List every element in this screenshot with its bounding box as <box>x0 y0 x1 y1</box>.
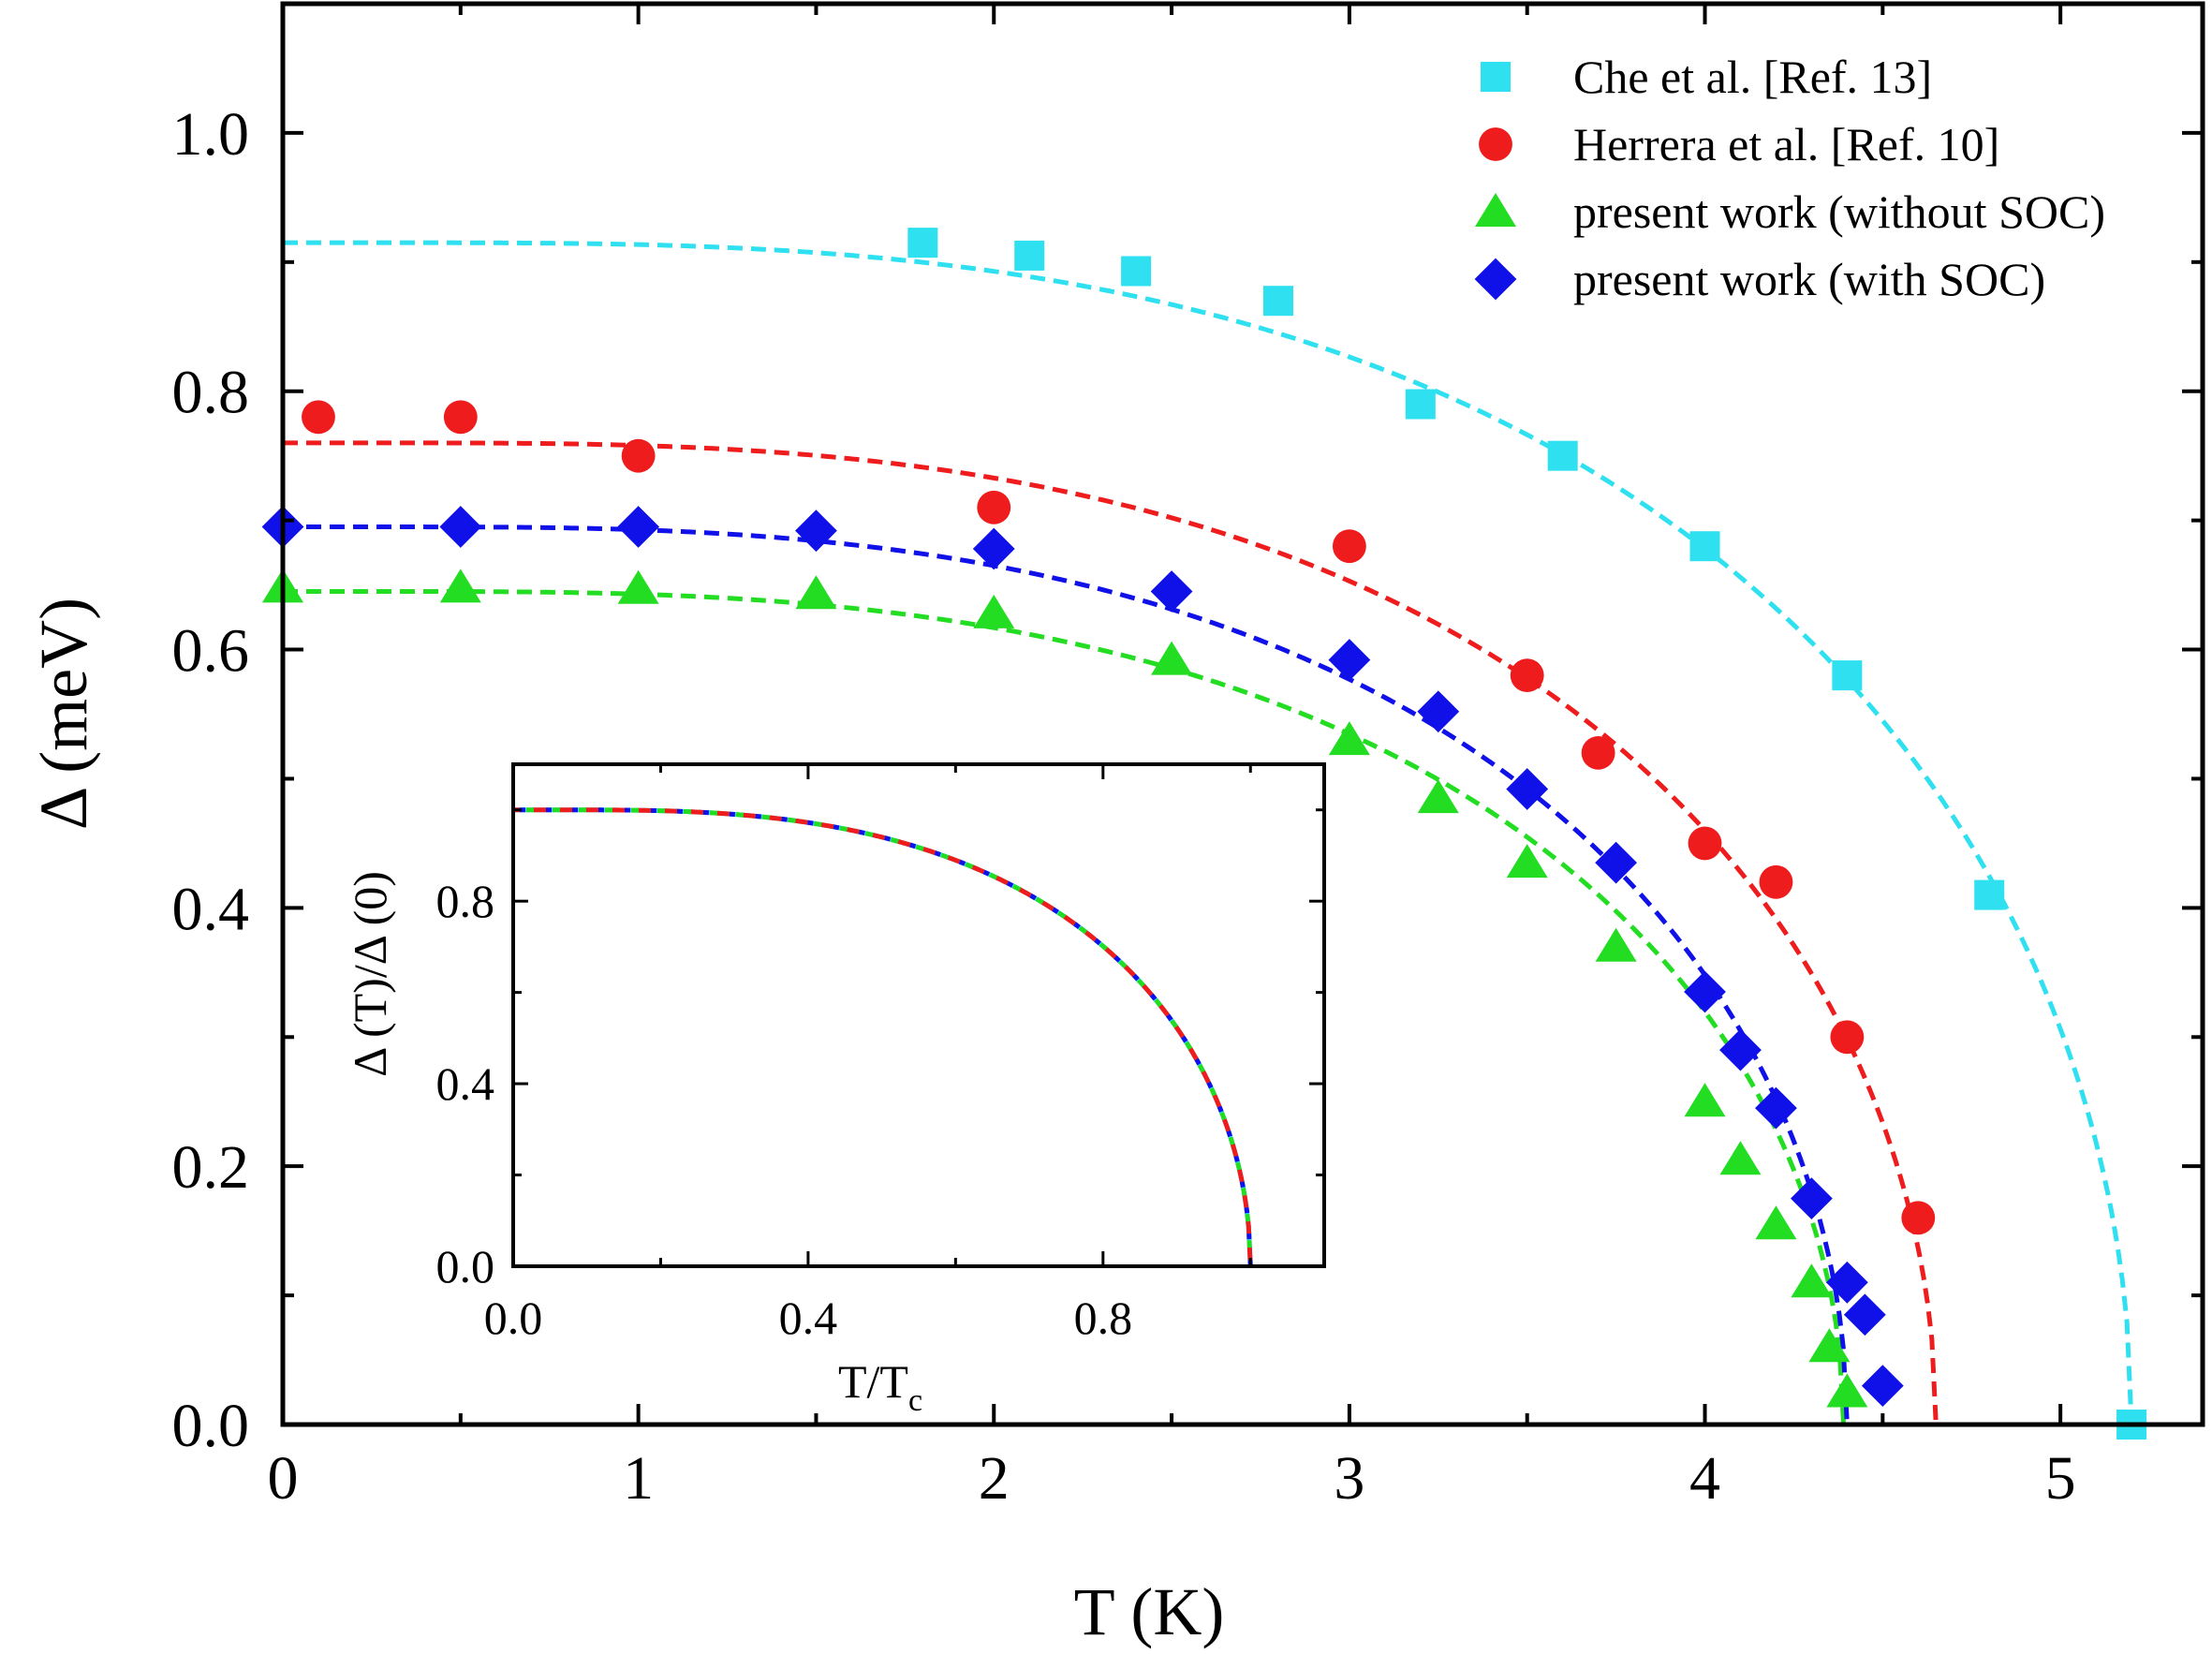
data-point-s3-6 <box>1151 641 1193 675</box>
data-point-s3-12 <box>1719 1141 1762 1175</box>
data-point-s1-4 <box>1262 286 1293 317</box>
inset-curve-2 <box>513 807 1253 1267</box>
data-point-s3-16 <box>1826 1373 1868 1408</box>
x-tick-label: 2 <box>979 1444 1010 1513</box>
data-point-s2-4 <box>977 490 1011 524</box>
legend-label-3: present work (without SOC) <box>1573 185 2105 238</box>
legend-marker-4 <box>1474 258 1517 301</box>
inset-chart: 0.0 0.4 0.8 0.0 0.4 0.8 T/Tc Δ (T)/Δ (0) <box>344 762 1326 1418</box>
data-point-s2-6 <box>1510 658 1544 693</box>
data-point-s1-6 <box>1547 440 1578 471</box>
main-fit-curves <box>283 240 2134 1425</box>
inset-y-tick-label: 0.8 <box>436 875 495 927</box>
main-data-markers <box>261 228 2147 1440</box>
data-point-s4-9 <box>1506 768 1549 810</box>
x-tick-label: 3 <box>1334 1444 1364 1513</box>
y-tick-label: 0.6 <box>172 617 250 686</box>
x-tick-label: 1 <box>623 1444 654 1513</box>
data-point-s4-10 <box>1595 841 1638 884</box>
data-point-s3-13 <box>1755 1205 1797 1240</box>
x-tick-label: 4 <box>1689 1444 1720 1513</box>
inset-x-axis-title: T/Tc <box>838 1355 922 1418</box>
inset-curve-3 <box>513 807 1253 1267</box>
y-tick-label: 0.8 <box>172 359 250 427</box>
data-point-s4-7 <box>1328 639 1371 681</box>
data-point-s4-14 <box>1791 1177 1833 1220</box>
data-point-s1-3 <box>1121 256 1152 287</box>
data-point-s3-2 <box>439 569 481 603</box>
data-point-s3-14 <box>1791 1263 1833 1298</box>
data-point-s4-8 <box>1417 690 1460 733</box>
legend-label-4: present work (with SOC) <box>1573 253 2045 305</box>
data-point-s4-11 <box>1684 970 1726 1013</box>
main-y-axis-title: Δ (meV) <box>26 598 101 830</box>
data-point-s2-9 <box>1759 864 1793 899</box>
inset-x-tick-label: 0.8 <box>1074 1292 1133 1344</box>
data-point-s1-8 <box>1832 660 1863 691</box>
data-point-s3-7 <box>1328 721 1370 756</box>
data-point-s2-1 <box>302 400 335 435</box>
data-point-s2-11 <box>1901 1201 1936 1235</box>
inset-y-tick-label: 0.4 <box>436 1057 495 1110</box>
data-point-s2-3 <box>621 438 656 473</box>
y-tick-label: 0.0 <box>172 1392 250 1460</box>
y-tick-label: 0.2 <box>172 1133 250 1202</box>
data-point-s3-4 <box>795 575 837 610</box>
inset-x-tick-label: 0.0 <box>484 1292 543 1344</box>
data-point-s4-17 <box>1861 1365 1904 1408</box>
main-x-axis-title: T (K) <box>1074 1574 1225 1649</box>
data-point-s3-5 <box>973 594 1015 628</box>
data-point-s4-15 <box>1825 1261 1868 1304</box>
data-point-s3-3 <box>617 569 659 604</box>
legend-marker-3 <box>1475 193 1516 227</box>
fit-curve-3 <box>283 588 1847 1425</box>
data-point-s2-7 <box>1581 735 1615 770</box>
inset-plot-frame <box>511 762 1326 1268</box>
data-point-s4-12 <box>1719 1028 1762 1071</box>
data-point-s2-2 <box>443 400 478 435</box>
y-tick-label: 0.4 <box>172 875 250 943</box>
data-point-s1-9 <box>1974 879 2005 910</box>
fit-curve-2 <box>283 440 1939 1425</box>
data-point-s4-6 <box>1150 570 1193 613</box>
inset-y-tick-label: 0.0 <box>436 1240 495 1292</box>
legend-marker-2 <box>1479 127 1512 161</box>
y-tick-label: 1.0 <box>172 100 250 169</box>
legend: Che et al. [Ref. 13] Herrera et al. [Ref.… <box>1474 51 2105 305</box>
data-point-s3-9 <box>1506 844 1548 879</box>
data-point-s4-16 <box>1843 1293 1886 1336</box>
data-point-s4-4 <box>795 509 837 553</box>
main-plot-frame <box>280 1 2205 1427</box>
fit-curve-1 <box>283 240 2134 1425</box>
data-point-s4-13 <box>1755 1086 1797 1130</box>
data-point-s3-11 <box>1684 1083 1726 1117</box>
data-point-s3-8 <box>1417 779 1459 814</box>
data-point-s3-15 <box>1808 1328 1851 1363</box>
inset-x-axis-subscript: c <box>908 1383 922 1418</box>
data-point-s2-8 <box>1688 826 1722 861</box>
x-tick-label: 0 <box>268 1444 299 1513</box>
data-point-s2-5 <box>1332 529 1366 564</box>
inset-curves <box>513 807 1253 1267</box>
inset-y-axis-title: Δ (T)/Δ (0) <box>344 871 396 1077</box>
data-point-s4-5 <box>972 527 1015 570</box>
data-point-s4-3 <box>617 506 660 548</box>
data-point-s1-2 <box>1014 240 1045 271</box>
inset-axis-ticks: 0.0 0.4 0.8 0.0 0.4 0.8 <box>436 764 1324 1344</box>
legend-label-1: Che et al. [Ref. 13] <box>1573 51 1932 103</box>
fit-curve-4 <box>283 524 1850 1425</box>
data-point-s4-2 <box>439 506 482 548</box>
legend-label-2: Herrera et al. [Ref. 10] <box>1573 118 1999 170</box>
legend-marker-1 <box>1481 62 1511 92</box>
inset-background <box>513 764 1324 1266</box>
inset-x-tick-label: 0.4 <box>779 1292 838 1344</box>
data-point-s1-5 <box>1405 389 1436 420</box>
data-point-s2-10 <box>1830 1020 1865 1055</box>
main-axis-ticks: 0 1 2 3 4 5 0.0 0.2 0.4 0.6 0.8 1.0 <box>172 2 2203 1513</box>
data-point-s3-10 <box>1595 927 1637 962</box>
data-point-s1-7 <box>1689 531 1720 562</box>
x-tick-label: 5 <box>2045 1444 2076 1513</box>
data-point-s1-1 <box>907 228 938 258</box>
